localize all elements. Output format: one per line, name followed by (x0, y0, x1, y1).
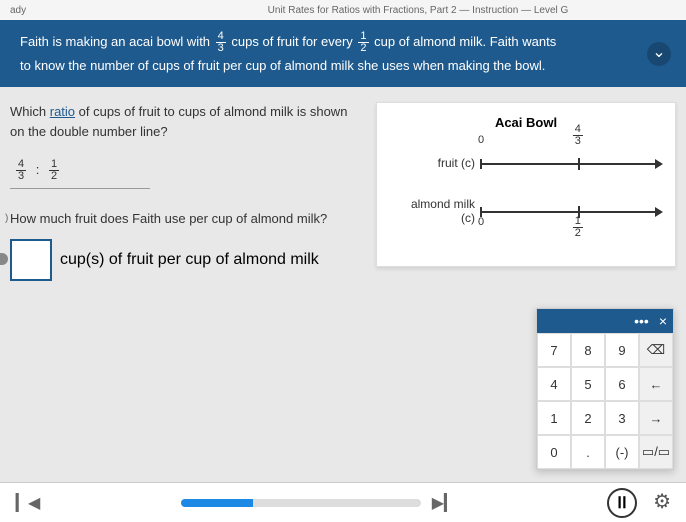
banner-frac2: 12 (358, 31, 368, 54)
banner-line2: to know the number of cups of fruit per … (20, 54, 666, 77)
audio-icon[interactable] (0, 253, 8, 265)
row1-label: fruit (c) (395, 156, 481, 170)
keypad-more-icon[interactable]: ••• (634, 313, 649, 329)
keypad-key-.[interactable]: . (571, 435, 605, 469)
double-number-line: Acai Bowl fruit (c) 0 43 almond milk (c) (376, 102, 676, 267)
keypad-key-2[interactable]: 2 (571, 401, 605, 435)
keypad-key-4[interactable]: 4 (537, 367, 571, 401)
keypad-key-5[interactable]: 5 (571, 367, 605, 401)
next-icon[interactable]: ▶▎ (431, 490, 457, 516)
problem-banner: Faith is making an acai bowl with 43 cup… (0, 20, 686, 87)
keypad-key-→[interactable]: → (639, 401, 673, 435)
keypad-key-9[interactable]: 9 (605, 333, 639, 367)
keypad-key-8[interactable]: 8 (571, 333, 605, 367)
keypad-key-6[interactable]: 6 (605, 367, 639, 401)
keypad-key-1[interactable]: 1 (537, 401, 571, 435)
banner-frac1: 43 (216, 31, 226, 54)
keypad-key-▭/▭[interactable]: ▭/▭ (639, 435, 673, 469)
expand-icon[interactable]: ⌄ (647, 42, 671, 66)
question-2: ) How much fruit does Faith use per cup … (10, 209, 361, 229)
banner-t2: cups of fruit for every (228, 34, 357, 49)
q2-marker: ) (5, 211, 8, 226)
prev-icon[interactable]: ▎◀ (15, 490, 41, 516)
progress-bar[interactable] (181, 499, 421, 507)
ready-label: ady (10, 5, 160, 16)
input-label: cup(s) of fruit per cup of almond milk (60, 251, 319, 269)
keypad-key-3[interactable]: 3 (605, 401, 639, 435)
keypad-key-(-)[interactable]: (-) (605, 435, 639, 469)
answer-input[interactable] (10, 239, 52, 281)
pause-button[interactable]: ⅠⅠ (607, 488, 637, 518)
keypad-key-0[interactable]: 0 (537, 435, 571, 469)
keypad-close-icon[interactable]: × (659, 313, 667, 329)
milk-line: 0 12 (481, 196, 657, 226)
banner-t3: cup of almond milk. Faith wants (371, 34, 557, 49)
keypad-key-←[interactable]: ← (639, 367, 673, 401)
ratio-link[interactable]: ratio (50, 104, 75, 119)
keypad-key-⌫[interactable]: ⌫ (639, 333, 673, 367)
q1-answer: 43 : 12 (10, 153, 150, 189)
banner-t1: Faith is making an acai bowl with (20, 34, 214, 49)
fruit-line: 0 43 (481, 148, 657, 178)
question-1: Which ratio of cups of fruit to cups of … (10, 102, 361, 141)
row2-label: almond milk (c) (395, 197, 481, 225)
keypad-key-7[interactable]: 7 (537, 333, 571, 367)
unit-title: Unit Rates for Ratios with Fractions, Pa… (160, 5, 676, 16)
gear-icon[interactable]: ⚙ (653, 489, 671, 514)
keypad: ••• × 789⌫ 456← 123→ 0.(-)▭/▭ (536, 308, 674, 470)
footer-bar: ▎◀ ▶▎ ⅠⅠ ⚙ (0, 482, 686, 522)
diagram-title: Acai Bowl (395, 115, 657, 130)
